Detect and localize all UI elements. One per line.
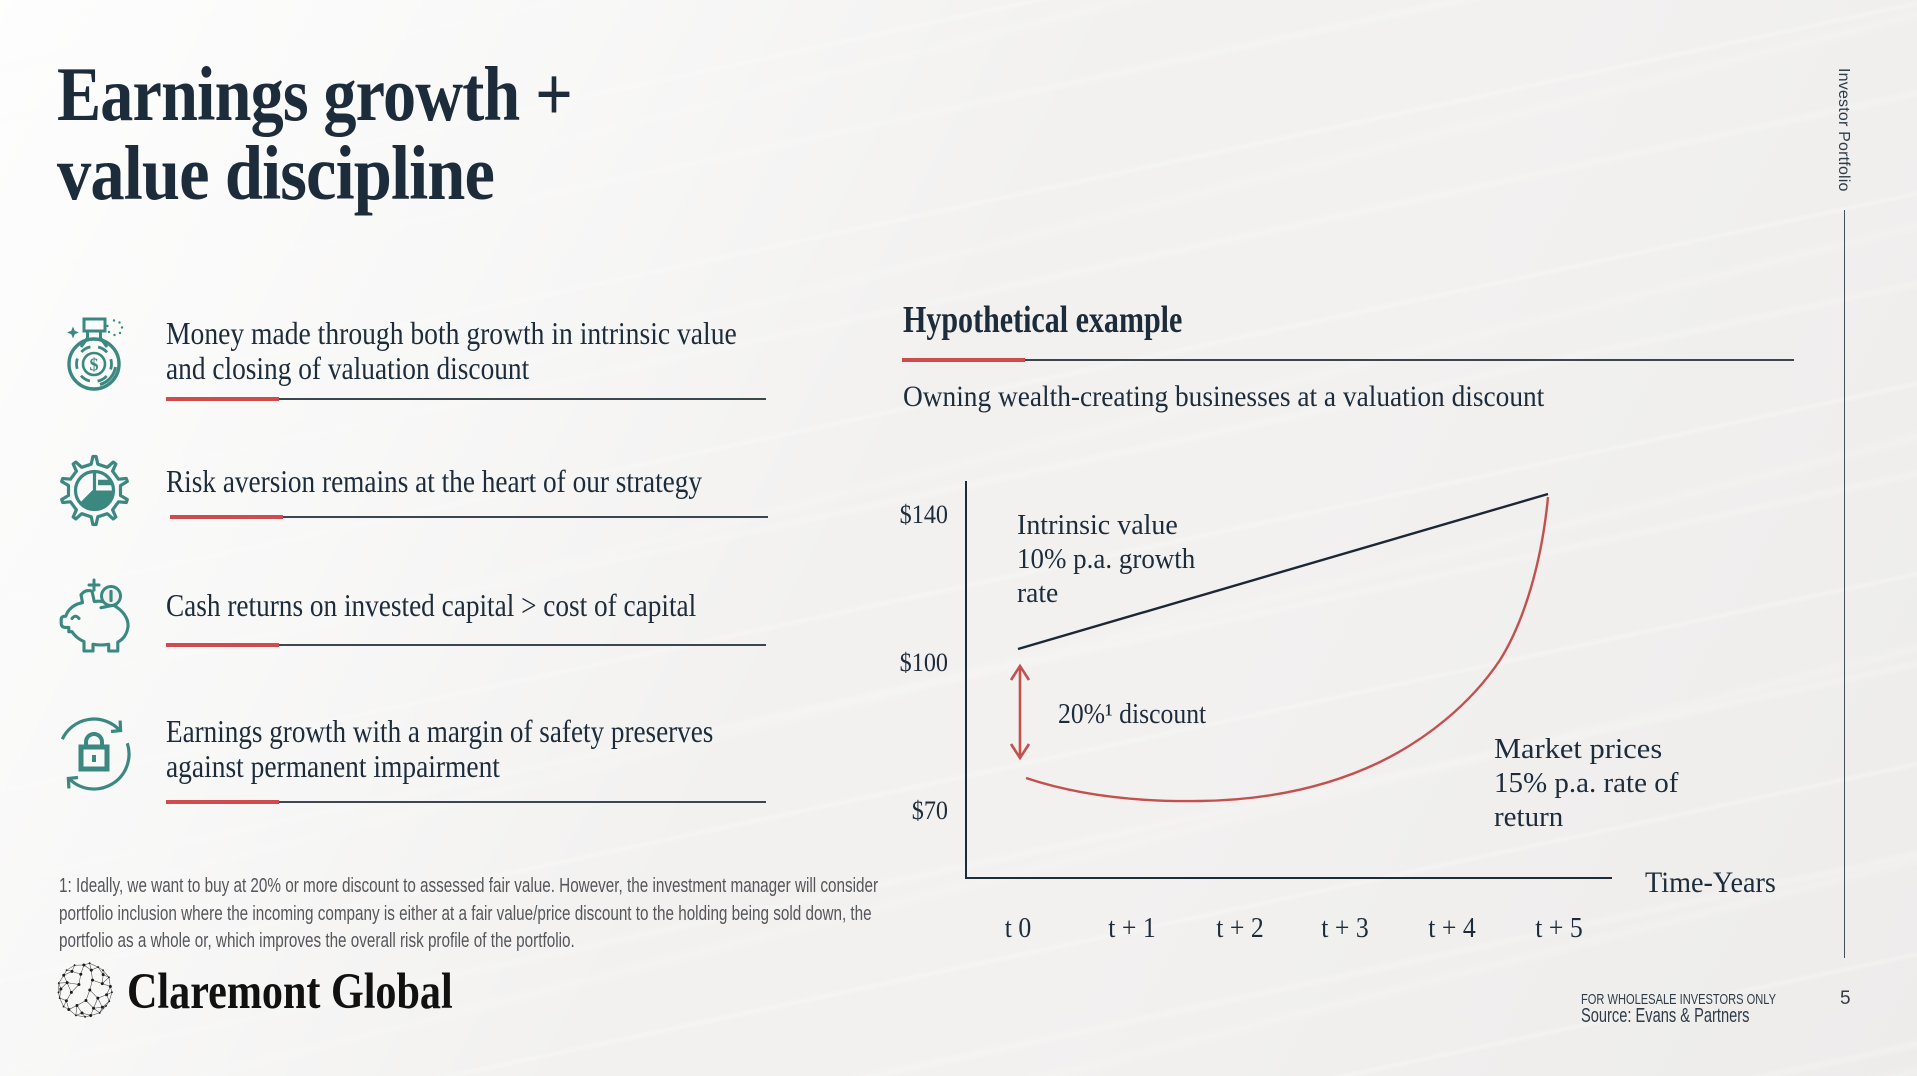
svg-text:return: return [1494,801,1564,833]
svg-text:$100: $100 [900,649,948,677]
svg-text:t + 5: t + 5 [1535,912,1582,943]
svg-text:t + 1: t + 1 [1108,912,1155,943]
svg-text:20%¹ discount: 20%¹ discount [1058,698,1207,730]
svg-text:t + 2: t + 2 [1216,912,1263,943]
svg-text:t + 3: t + 3 [1321,912,1368,943]
svg-text:10% p.a. growth: 10% p.a. growth [1017,543,1195,575]
svg-text:15% p.a. rate of: 15% p.a. rate of [1494,767,1679,799]
svg-text:t 0: t 0 [1005,912,1031,943]
svg-text:$140: $140 [900,501,948,529]
svg-text:Market prices: Market prices [1494,734,1662,765]
svg-text:Intrinsic value: Intrinsic value [1017,510,1178,542]
svg-text:$70: $70 [912,797,948,825]
svg-text:Time-Years: Time-Years [1645,866,1776,899]
svg-text:t + 4: t + 4 [1428,912,1476,943]
svg-text:$: $ [90,355,99,375]
svg-text:rate: rate [1017,577,1058,609]
